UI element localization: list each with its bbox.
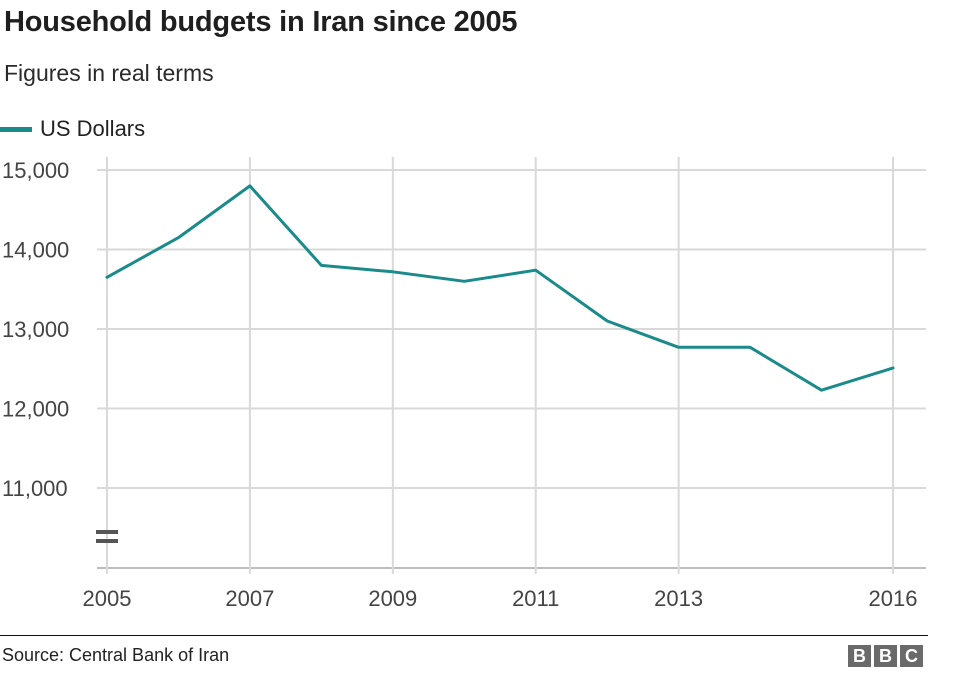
source-note: Source: Central Bank of Iran — [2, 645, 230, 665]
bbc-logo-letter-c: C — [900, 645, 923, 667]
axis-break-icon — [96, 530, 118, 543]
legend-swatch — [0, 126, 32, 132]
bbc-logo-letter-b1: B — [848, 645, 871, 667]
bbc-logo-letter-b2: B — [874, 645, 897, 667]
y-axis-labels: 15,000 14,000 13,000 12,000 11,000 — [2, 158, 69, 501]
series-line — [105, 184, 895, 392]
x-tick-label: 2009 — [368, 586, 417, 611]
y-tick-label: 13,000 — [2, 317, 69, 342]
y-tick-label: 11,000 — [2, 476, 68, 501]
bbc-logo: B B C — [848, 645, 923, 667]
axis-break-bar — [96, 539, 118, 543]
y-tick-label: 12,000 — [2, 397, 69, 422]
legend-label-us-dollars: US Dollars — [40, 116, 146, 141]
chart-subtitle: Figures in real terms — [4, 60, 214, 86]
legend: US Dollars — [0, 116, 145, 142]
x-tick-label: 2013 — [654, 586, 703, 611]
y-tick-label: 15,000 — [2, 158, 69, 183]
chart-title: Household budgets in Iran since 2005 — [4, 6, 518, 38]
x-tick-label: 2011 — [512, 586, 559, 611]
axis-break-bar — [96, 530, 118, 534]
x-axis-labels: 2005 2007 2009 2011 2013 2016 — [83, 586, 918, 611]
x-tick-label: 2016 — [869, 586, 918, 611]
grid — [97, 157, 926, 574]
y-tick-label: 14,000 — [2, 238, 69, 263]
x-tick-label: 2005 — [83, 586, 132, 611]
footer-divider — [0, 635, 928, 636]
x-tick-label: 2007 — [225, 586, 274, 611]
series-us-dollars — [105, 184, 895, 392]
